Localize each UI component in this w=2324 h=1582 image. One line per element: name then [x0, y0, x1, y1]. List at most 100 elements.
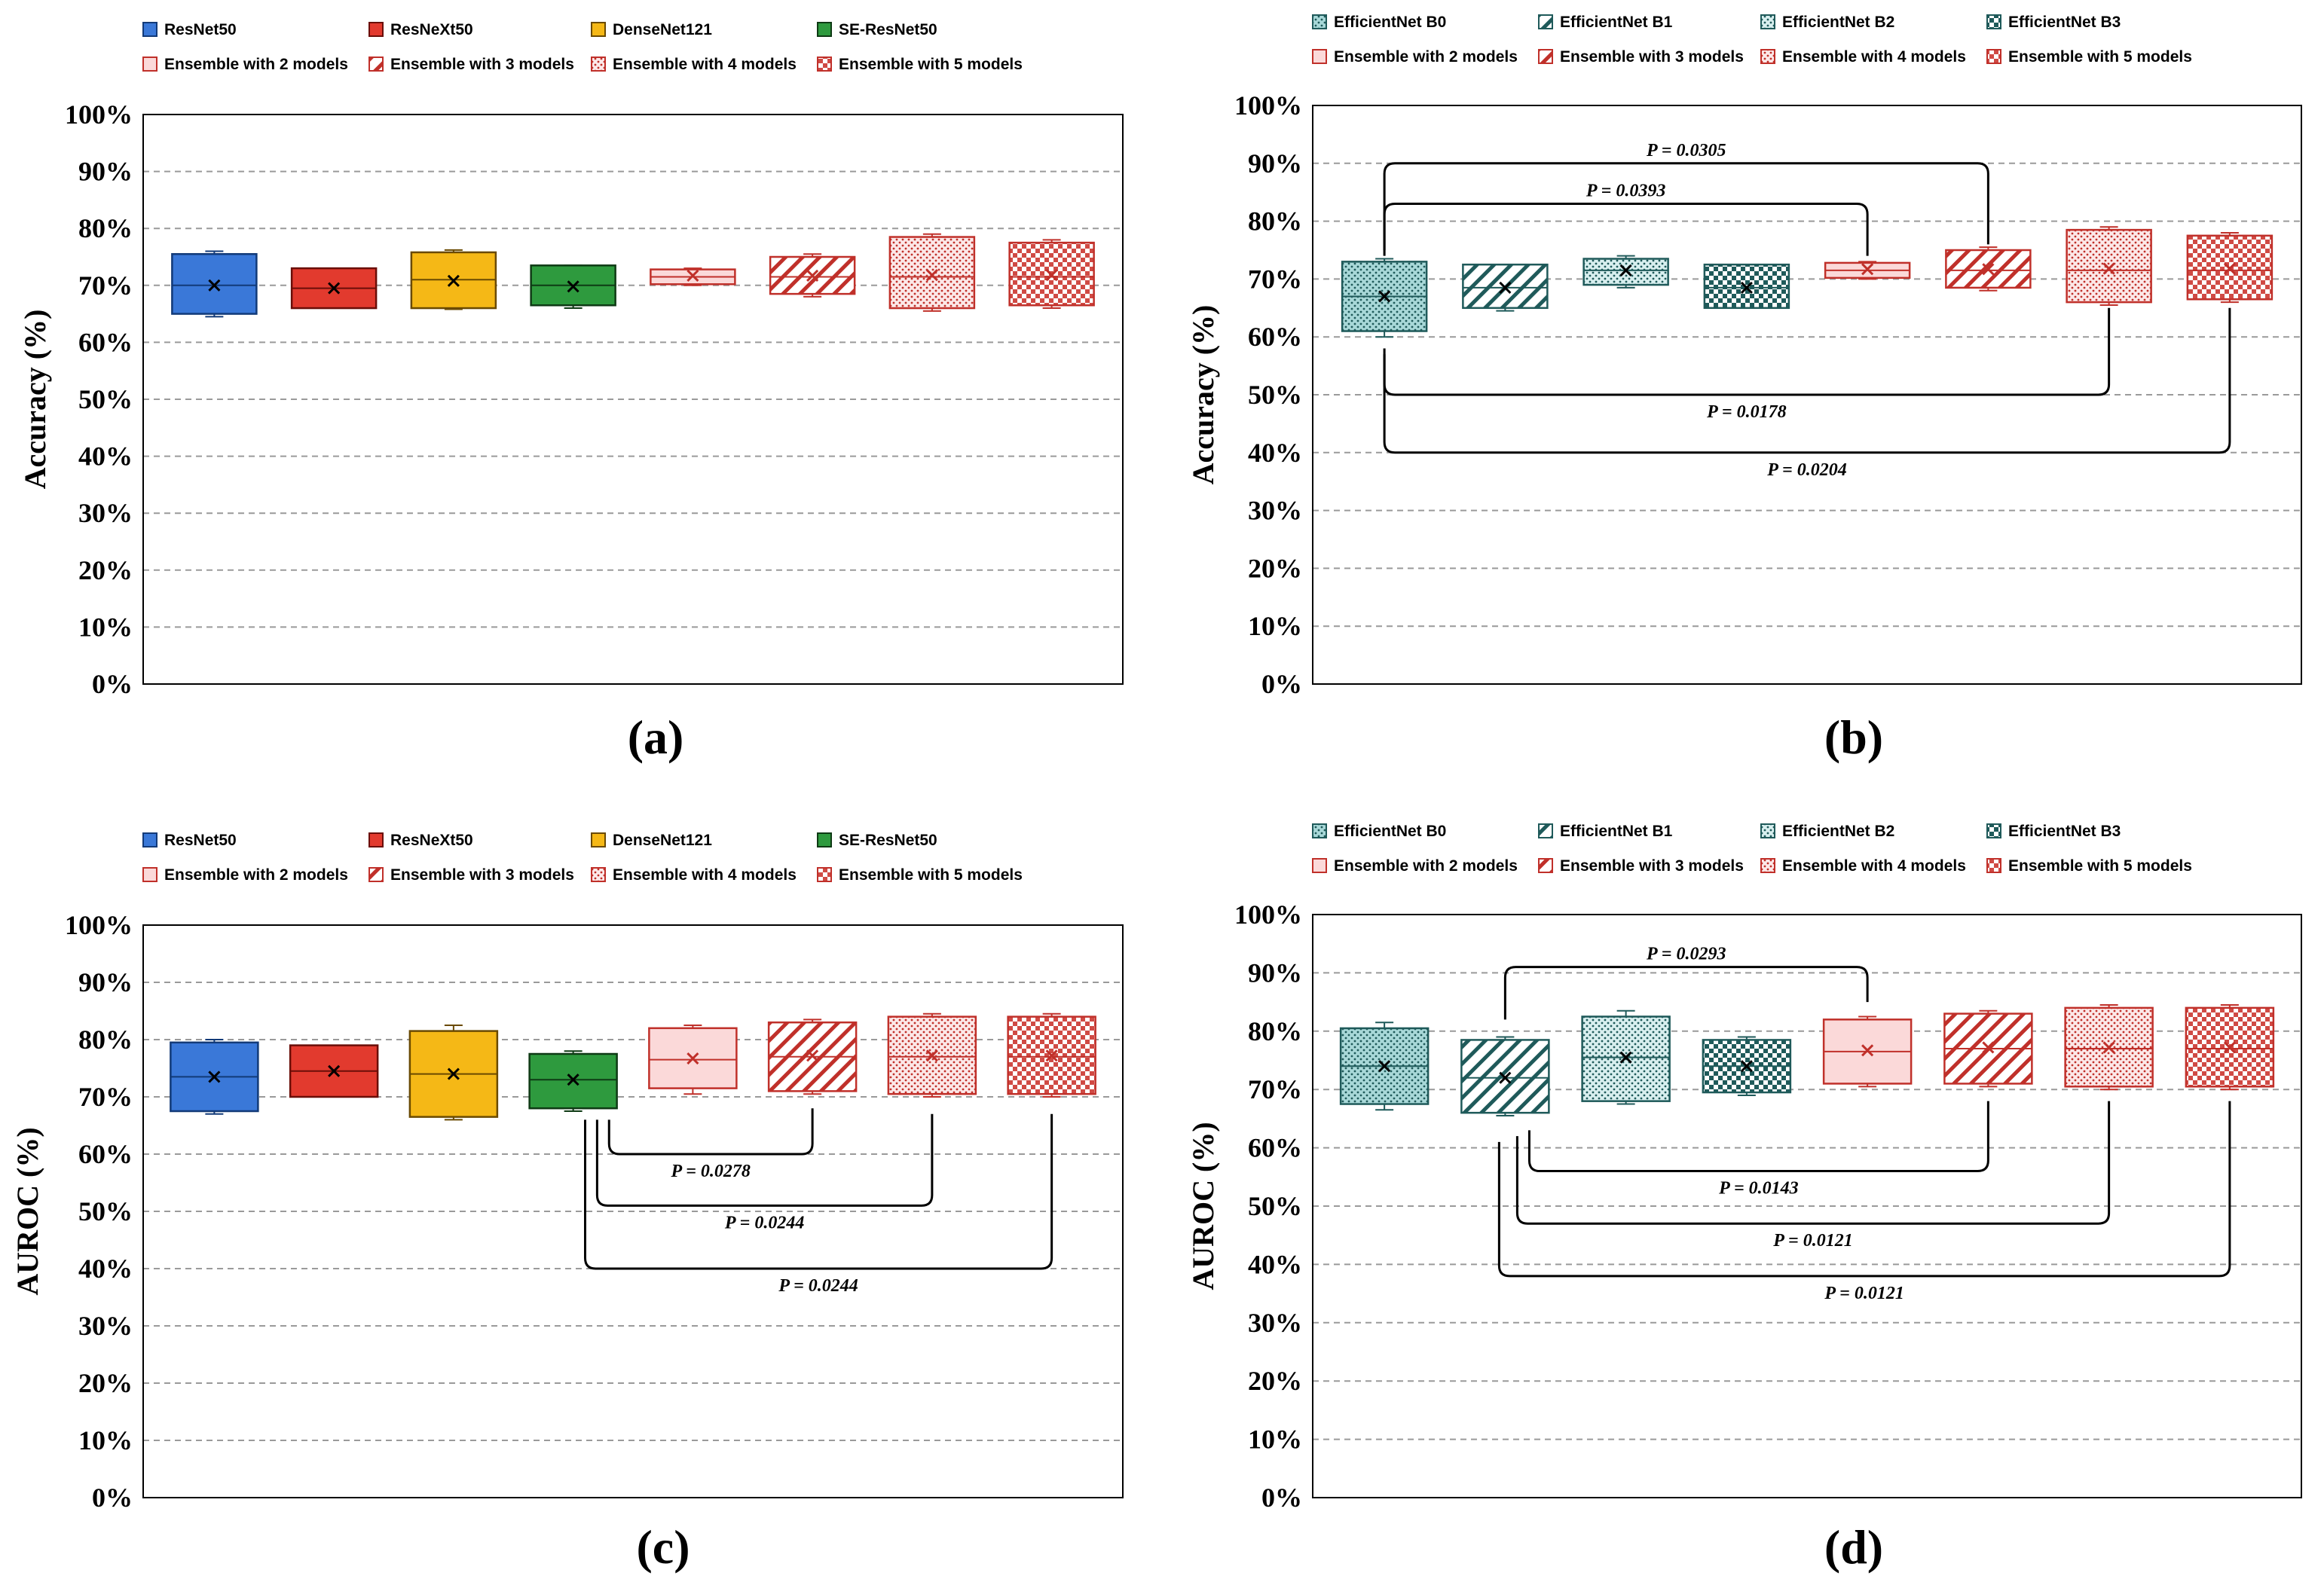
significance-bracket [1383, 307, 2231, 454]
mean-marker [806, 269, 819, 282]
y-tick-label: 100% [1234, 899, 1302, 930]
plot-frame [1312, 914, 2302, 1498]
legend-swatch [1760, 823, 1775, 838]
legend-label: Ensemble with 4 models [613, 56, 797, 73]
mean-marker [1045, 1049, 1058, 1062]
mean-marker [328, 1064, 341, 1077]
legend-label: ResNeXt50 [390, 832, 473, 849]
legend-label: DenseNet121 [613, 21, 712, 38]
legend-label: Ensemble with 2 models [164, 56, 348, 73]
legend-swatch [368, 56, 384, 72]
mean-marker [2223, 1041, 2236, 1054]
legend-label: EfficientNet B2 [1782, 14, 1894, 31]
legend-label: EfficientNet B0 [1334, 14, 1446, 31]
panel-caption: (c) [636, 1520, 690, 1574]
y-tick-label: 80% [78, 213, 133, 243]
significance-bracket [1515, 1101, 2111, 1225]
y-tick-label: 30% [1248, 496, 1302, 526]
legend-label: EfficientNet B3 [2008, 14, 2121, 31]
box-efficientnet-b1 [1460, 1036, 1550, 1117]
significance-bracket [607, 1108, 814, 1156]
plot-frame [142, 114, 1124, 685]
legend-label: Ensemble with 4 models [1782, 48, 1966, 66]
y-axis-label: AUROC (%) [1186, 1122, 1220, 1290]
legend-swatch [142, 867, 157, 882]
box-densenet121 [408, 1025, 499, 1121]
mean-marker [1982, 1041, 1995, 1054]
mean-marker [1619, 264, 1632, 276]
p-value-label: P = 0.0178 [1706, 402, 1786, 422]
y-tick-label: 60% [1248, 1133, 1302, 1163]
box-ensemble-with-2-models [648, 1025, 738, 1095]
legend-label: Ensemble with 3 models [390, 866, 574, 884]
mean-marker [1499, 281, 1512, 294]
box-ensemble-with-3-models [1943, 1009, 2033, 1088]
y-tick-label: 0% [1261, 669, 1302, 699]
legend-swatch [817, 832, 832, 848]
legend-swatch [817, 22, 832, 37]
mean-marker [447, 1067, 460, 1080]
legend-swatch [1986, 858, 2001, 873]
legend-swatch [817, 867, 832, 882]
panel-caption: (d) [1824, 1520, 1883, 1574]
p-value-label: P = 0.0121 [1772, 1231, 1852, 1251]
legend-label: ResNeXt50 [390, 21, 473, 38]
significance-bracket [1527, 1101, 1989, 1173]
box-ensemble-with-4-models [888, 233, 976, 312]
y-tick-label: 20% [78, 1368, 133, 1398]
significance-bracket [1383, 203, 1869, 256]
legend-swatch [1538, 858, 1553, 873]
mean-marker [925, 269, 938, 282]
p-value-label: P = 0.0293 [1646, 945, 1726, 964]
legend-swatch [591, 56, 606, 72]
box-iqr [888, 236, 976, 310]
y-tick-label: 0% [92, 669, 133, 699]
y-tick-label: 50% [1248, 1191, 1302, 1221]
legend-swatch [591, 867, 606, 882]
legend-swatch [1986, 14, 2001, 29]
y-tick-label: 50% [78, 1196, 133, 1226]
panel-a: 0% 10% 20% 30% 40% 50% 60% 70% 80% 90% 100% Accurac… [18, 21, 1124, 764]
box-efficientnet-b2 [1582, 255, 1669, 289]
box-resnext50 [289, 1044, 379, 1098]
legend-label: Ensemble with 3 models [1560, 857, 1744, 875]
legend-label: Ensemble with 5 models [2008, 857, 2192, 875]
mean-marker [2102, 262, 2115, 275]
y-tick-label: 70% [78, 1082, 133, 1112]
y-axis-label: Accuracy (%) [18, 310, 52, 490]
y-tick-label: 60% [78, 327, 133, 357]
box-ensemble-with-3-models [769, 253, 856, 298]
y-tick-label: 40% [78, 441, 133, 472]
mean-marker [208, 1070, 221, 1083]
y-tick-label: 50% [78, 384, 133, 414]
legend-swatch [1538, 823, 1553, 838]
mean-marker [328, 282, 341, 295]
y-tick-label: 10% [78, 612, 133, 642]
legend-swatch [1312, 49, 1327, 64]
y-tick-label: 20% [1248, 553, 1302, 583]
p-value-label: P = 0.0244 [778, 1276, 858, 1296]
significance-bracket [1383, 162, 1989, 256]
significance-bracket [595, 1113, 934, 1207]
significance-bracket [1383, 307, 2111, 396]
legend-swatch [1312, 823, 1327, 838]
box-ensemble-with-2-models [1824, 261, 1911, 280]
legend-label: EfficientNet B0 [1334, 823, 1446, 840]
box-resnext50 [290, 267, 378, 310]
y-tick-label: 80% [78, 1025, 133, 1055]
box-ensemble-with-5-models [2186, 231, 2274, 304]
box-ensemble-with-5-models [1007, 1012, 1096, 1098]
mean-marker [1499, 1071, 1512, 1084]
mean-marker [1982, 263, 1995, 276]
box-resnet50 [171, 250, 258, 318]
legend-label: Ensemble with 2 models [1334, 857, 1518, 875]
panel-b: 0% 10% 20% 30% 40% 50% 60% 70% 80% 90% 100% Accurac… [1186, 14, 2302, 764]
p-value-label: P = 0.0204 [1766, 460, 1846, 480]
panel-d: 0% 10% 20% 30% 40% 50% 60% 70% 80% 90% 100% AUROC (… [1186, 823, 2302, 1574]
mean-marker [686, 269, 699, 282]
y-tick-label: 10% [78, 1425, 133, 1455]
mean-marker [1861, 1044, 1874, 1057]
significance-bracket [1503, 966, 1869, 1020]
mean-marker [925, 1049, 938, 1062]
